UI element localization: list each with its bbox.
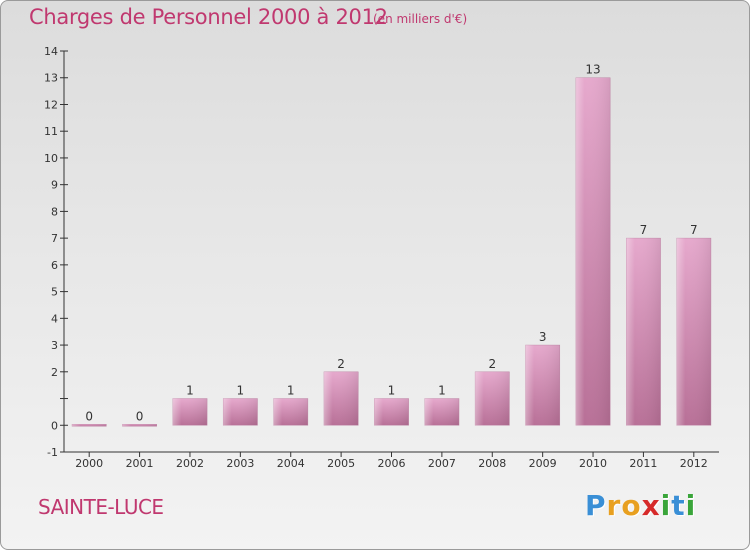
data-label: 0 bbox=[136, 409, 144, 423]
y-tick-label: 8 bbox=[51, 205, 58, 218]
bar-shading bbox=[273, 398, 308, 426]
bar-shading bbox=[525, 345, 560, 426]
x-tick-label: 2000 bbox=[75, 457, 103, 470]
logo-letter: r bbox=[606, 489, 622, 522]
x-tick-label: 2007 bbox=[428, 457, 456, 470]
y-tick-label: -1 bbox=[47, 446, 58, 459]
logo-letter: i bbox=[685, 489, 697, 522]
data-label: 1 bbox=[388, 384, 396, 398]
data-label: 2 bbox=[488, 357, 496, 371]
data-label: 1 bbox=[237, 384, 245, 398]
x-tick-label: 2002 bbox=[176, 457, 204, 470]
logo-letter: t bbox=[671, 489, 686, 522]
bar-shading bbox=[424, 398, 460, 426]
y-tick-label: 3 bbox=[51, 339, 58, 352]
x-tick-label: 2009 bbox=[529, 457, 557, 470]
y-tick-label: 9 bbox=[51, 179, 58, 192]
x-tick-label: 2008 bbox=[478, 457, 506, 470]
y-tick-label: 4 bbox=[51, 312, 58, 325]
x-tick-label: 2011 bbox=[629, 457, 657, 470]
y-tick-label: 5 bbox=[51, 286, 58, 299]
y-tick-label: 12 bbox=[44, 98, 58, 111]
logo-letter: x bbox=[641, 489, 661, 522]
data-label: 1 bbox=[287, 384, 295, 398]
x-tick-label: 2003 bbox=[226, 457, 254, 470]
bar-shading bbox=[475, 371, 510, 426]
x-tick-label: 2004 bbox=[277, 457, 305, 470]
y-tick-label: 0 bbox=[51, 419, 58, 432]
data-label: 1 bbox=[186, 384, 194, 398]
data-label: 7 bbox=[640, 223, 648, 237]
x-tick-label: 2005 bbox=[327, 457, 355, 470]
data-label: 3 bbox=[539, 330, 547, 344]
y-tick-label: 2 bbox=[51, 366, 58, 379]
y-tick-label: 14 bbox=[44, 45, 58, 58]
data-label: 13 bbox=[585, 63, 600, 77]
data-label: 2 bbox=[337, 357, 345, 371]
data-label: 7 bbox=[690, 223, 698, 237]
unit-note: (en milliers d'€) bbox=[373, 12, 468, 26]
y-tick-label: 11 bbox=[44, 125, 58, 138]
bar-shading bbox=[172, 398, 208, 426]
x-tick-label: 2010 bbox=[579, 457, 607, 470]
logo-letter: P bbox=[585, 489, 607, 522]
bar-shading bbox=[72, 424, 107, 427]
data-label: 0 bbox=[85, 409, 93, 423]
x-tick-label: 2006 bbox=[378, 457, 406, 470]
y-tick-label: 7 bbox=[51, 232, 58, 245]
bar-shading bbox=[626, 238, 661, 426]
chart-title: Charges de Personnel 2000 à 2012 bbox=[29, 5, 388, 29]
x-tick-label: 2001 bbox=[126, 457, 154, 470]
bar-shading bbox=[223, 398, 258, 426]
bars: 0 0 1 1 1 2 1 1 2 3 13 7 7 bbox=[71, 63, 712, 427]
x-tick-label: 2012 bbox=[680, 457, 708, 470]
proxiti-logo: Proxiti bbox=[585, 489, 696, 522]
bar-shading bbox=[575, 77, 611, 426]
y-tick-label: 10 bbox=[44, 152, 58, 165]
logo-letter: i bbox=[660, 489, 672, 522]
bar-shading bbox=[122, 424, 157, 427]
y-tick-label: 13 bbox=[44, 72, 58, 85]
bar-shading bbox=[676, 238, 711, 426]
y-tick-label: 6 bbox=[51, 259, 58, 272]
bar-shading bbox=[374, 398, 409, 426]
data-label: 1 bbox=[438, 384, 446, 398]
bar-shading bbox=[323, 371, 359, 426]
logo-letter: o bbox=[621, 489, 642, 522]
commune-name: SAINTE-LUCE bbox=[38, 495, 164, 519]
